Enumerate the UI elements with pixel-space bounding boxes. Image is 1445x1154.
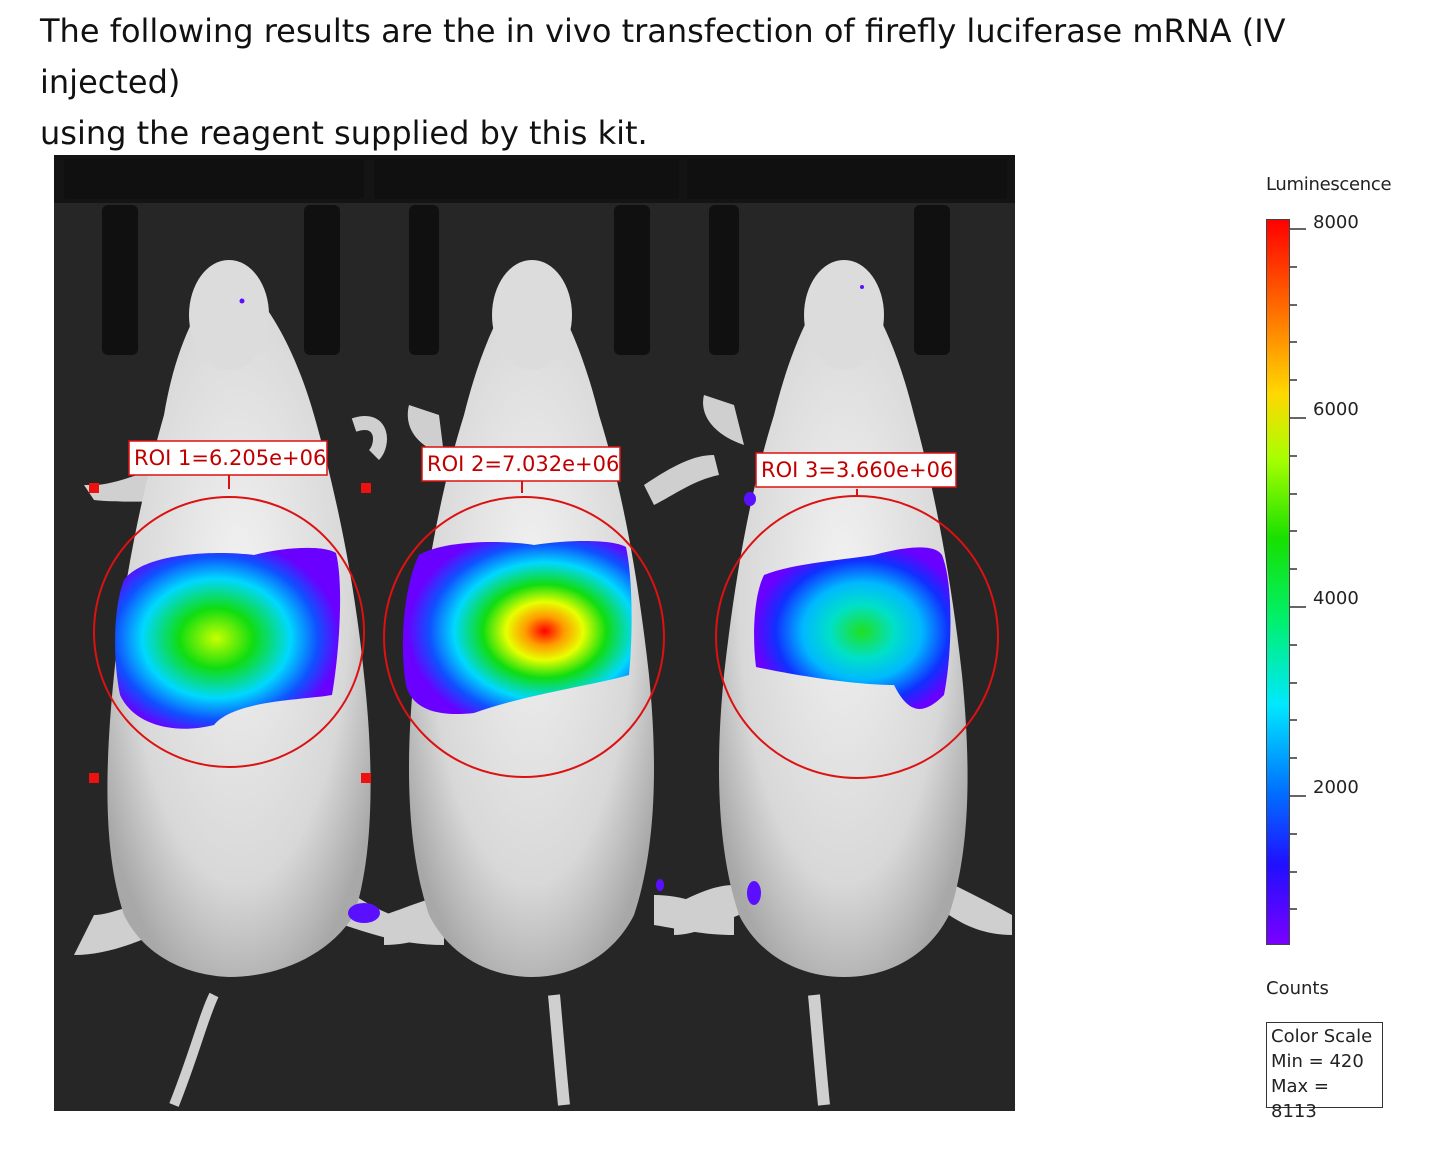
legend-units: Counts	[1266, 978, 1329, 999]
roi-circles	[93, 475, 999, 779]
intro-line-1: The following results are the in vivo tr…	[40, 12, 1286, 101]
roi-2-label-text: ROI 2=7.032e+06	[427, 452, 619, 476]
roi-1-signal	[115, 547, 341, 729]
intro-line-2: using the reagent supplied by this kit.	[40, 114, 648, 152]
nose-cones	[64, 159, 1007, 355]
color-scale-box: Color Scale Min = 420 Max = 8113	[1266, 1022, 1383, 1122]
tick-label-6000: 6000	[1313, 399, 1359, 420]
color-bar	[1266, 219, 1290, 945]
color-scale-title: Color Scale	[1271, 1026, 1373, 1047]
tick-label-2000: 2000	[1313, 777, 1359, 798]
roi-1-label-text: ROI 1=6.205e+06	[134, 446, 326, 470]
roi-3-label-text: ROI 3=3.660e+06	[761, 458, 953, 482]
color-bar-ticks	[1290, 228, 1306, 910]
color-scale-min: Min = 420	[1271, 1051, 1364, 1072]
roi-1-label: ROI 1=6.205e+06	[128, 440, 328, 476]
roi-2-circle	[383, 496, 665, 778]
signal-speckles	[239, 285, 864, 923]
roi-3-label: ROI 3=3.660e+06	[755, 452, 957, 488]
tick-label-4000: 4000	[1313, 588, 1359, 609]
tick-label-8000: 8000	[1313, 212, 1359, 233]
color-scale-max: Max = 8113	[1271, 1076, 1330, 1122]
roi-2-label: ROI 2=7.032e+06	[421, 446, 621, 482]
roi-2-signal	[402, 541, 632, 715]
intro-text: The following results are the in vivo tr…	[40, 6, 1420, 159]
bioluminescence-image: ROI 1=6.205e+06 ROI 2=7.032e+06 ROI 3=3.…	[54, 155, 1015, 1111]
roi-1-circle	[93, 496, 365, 768]
roi-1-handles	[89, 483, 371, 783]
roi-3-signal	[754, 547, 951, 709]
legend-title: Luminescence	[1266, 174, 1392, 195]
